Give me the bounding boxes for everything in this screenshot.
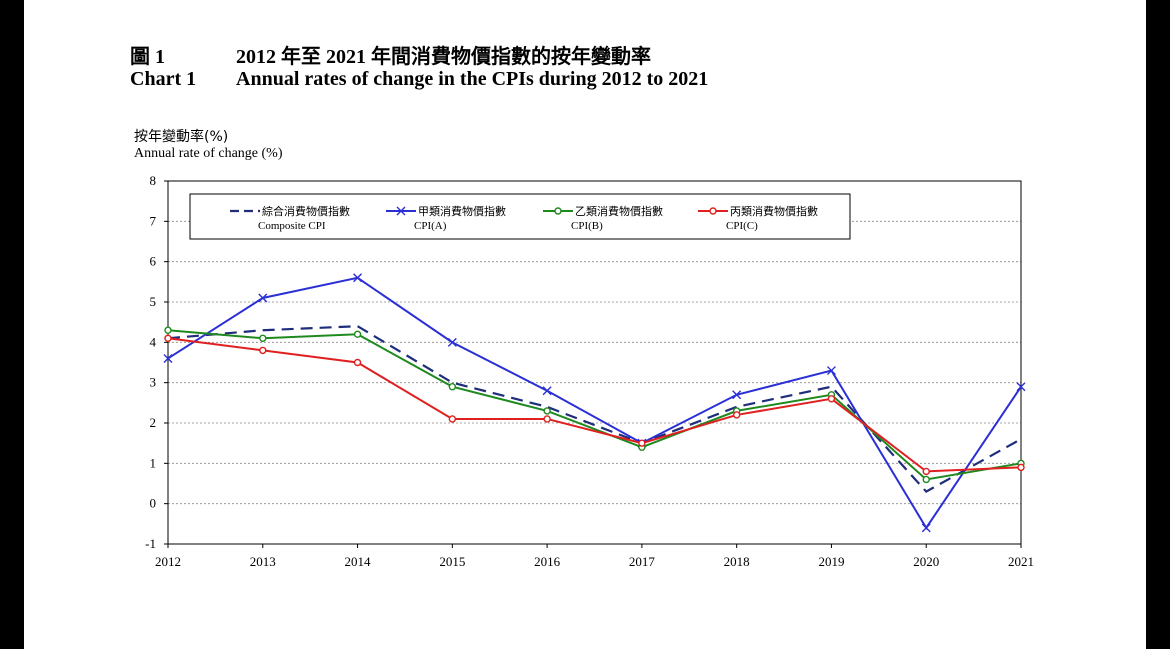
legend-circle-marker [554, 207, 562, 215]
line-chart: 8 7 6 5 4 3 2 1 0 -1 2012 2013 2014 2015 2016 2017 2018 2… [145, 173, 1034, 569]
y-tick-label: 0 [150, 496, 157, 511]
y-tick-label: 5 [150, 294, 157, 309]
data-point-x-marker [163, 353, 173, 363]
legend-label-chinese: 綜合消費物價指數 [262, 204, 350, 218]
data-point-circle-marker [448, 383, 457, 391]
y-tick-label: 6 [150, 254, 157, 269]
data-point-x-marker [732, 390, 742, 400]
x-tick-label: 2017 [629, 554, 656, 569]
y-tick-label: 8 [150, 173, 157, 188]
x-tick-label: 2013 [250, 554, 276, 569]
x-tick-label: 2021 [1008, 554, 1034, 569]
series-line-0 [167, 325, 1022, 493]
chart-title-text-chinese: 2012 年至 2021 年間消費物價指數的按年變動率 [236, 46, 651, 68]
data-point-circle-marker [259, 346, 267, 355]
data-point-x-marker [447, 337, 457, 347]
y-tick-label: -1 [145, 536, 156, 551]
data-point-x-marker [258, 293, 268, 303]
legend-label-chinese: 甲類消費物價指數 [418, 204, 506, 218]
legend-label-english: CPI(C) [726, 220, 758, 232]
chart-title-text-english: Annual rates of change in the CPIs durin… [236, 68, 709, 90]
legend-label-english: Composite CPI [258, 220, 326, 232]
legend-box [189, 193, 851, 240]
legend-x-marker [396, 206, 406, 216]
data-point-x-marker [1016, 382, 1026, 392]
series-line-1 [167, 276, 1022, 530]
data-point-x-marker [353, 273, 363, 283]
y-tick-label: 3 [150, 375, 157, 390]
x-tick-label: 2020 [913, 554, 939, 569]
data-point-circle-marker [922, 467, 930, 476]
data-point-circle-marker [353, 358, 362, 367]
x-tick-label: 2016 [534, 554, 561, 569]
y-tick-label: 1 [150, 455, 157, 470]
y-tick-label: 7 [150, 213, 157, 228]
x-tick-label: 2012 [155, 554, 181, 569]
series-line-3 [167, 337, 1022, 473]
y-axis-label-english: Annual rate of change (%) [134, 146, 283, 161]
y-axis-label-chinese: 按年變動率(%) [134, 129, 229, 145]
legend-label-chinese: 乙類消費物價指數 [575, 204, 663, 218]
y-tick-label: 2 [150, 415, 157, 430]
data-point-circle-marker [353, 330, 362, 338]
y-tick-label: 4 [150, 334, 157, 349]
data-point-circle-marker [543, 407, 551, 415]
legend-label-english: CPI(A) [414, 220, 447, 232]
legend-label-chinese: 丙類消費物價指數 [730, 204, 818, 218]
data-point-circle-marker [543, 415, 551, 423]
legend-label-english: CPI(B) [571, 220, 603, 232]
data-point-circle-marker [827, 395, 836, 403]
data-point-circle-marker [164, 326, 172, 334]
x-tick-label: 2014 [345, 554, 372, 569]
data-point-circle-marker [448, 415, 457, 423]
series-line-2 [167, 329, 1022, 481]
data-point-circle-marker [922, 475, 930, 484]
data-point-circle-marker [259, 334, 267, 342]
data-point-circle-marker [638, 439, 646, 447]
plot-frame [167, 180, 1022, 545]
chart-number-chinese: 圖 1 [130, 46, 165, 68]
data-point-circle-marker [1017, 463, 1025, 472]
x-tick-label: 2019 [818, 554, 844, 569]
data-point-x-marker [542, 386, 552, 396]
data-point-circle-marker [732, 411, 741, 419]
document-page: 圖 1 2012 年至 2021 年間消費物價指數的按年變動率 Chart 1 … [24, 0, 1146, 649]
data-point-circle-marker [164, 334, 172, 342]
data-point-x-marker [921, 523, 931, 533]
x-tick-label: 2018 [724, 554, 750, 569]
data-point-x-marker [826, 366, 836, 376]
x-tick-label: 2015 [439, 554, 465, 569]
legend-circle-marker [709, 207, 717, 215]
chart-number-english: Chart 1 [130, 68, 197, 90]
